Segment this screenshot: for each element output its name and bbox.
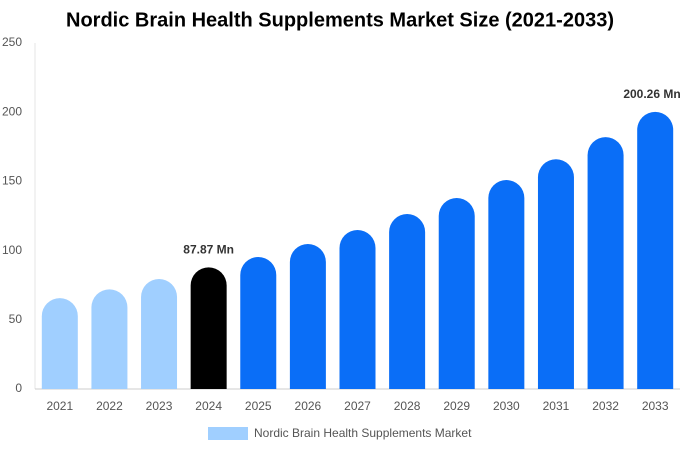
x-tick-label: 2030 <box>493 399 520 413</box>
bar <box>339 229 376 389</box>
x-tick-label: 2032 <box>592 399 619 413</box>
value-label: 200.26 Mn <box>623 87 680 101</box>
y-tick-label: 0 <box>15 381 22 395</box>
bar <box>190 267 227 389</box>
bar <box>240 256 277 389</box>
x-tick-label: 2025 <box>245 399 272 413</box>
chart-title: Nordic Brain Health Supplements Market S… <box>66 9 614 31</box>
x-tick-label: 2033 <box>642 399 669 413</box>
y-tick-label: 200 <box>2 104 22 118</box>
legend-label: Nordic Brain Health Supplements Market <box>254 426 472 440</box>
bar <box>289 243 326 389</box>
x-tick-label: 2021 <box>46 399 73 413</box>
x-tick-label: 2022 <box>96 399 123 413</box>
bar <box>91 289 128 389</box>
x-tick-label: 2026 <box>295 399 322 413</box>
y-tick-label: 50 <box>9 312 23 326</box>
y-tick-label: 150 <box>2 174 22 188</box>
legend-swatch <box>208 427 248 440</box>
bar <box>537 159 574 389</box>
y-tick-label: 250 <box>2 35 22 49</box>
x-tick-label: 2023 <box>146 399 173 413</box>
bar <box>637 111 674 390</box>
x-tick-label: 2024 <box>195 399 222 413</box>
bar <box>488 180 525 389</box>
x-tick-label: 2027 <box>344 399 371 413</box>
bar <box>41 298 78 389</box>
bar <box>141 278 178 389</box>
x-tick-label: 2028 <box>394 399 421 413</box>
x-tick-label: 2031 <box>543 399 570 413</box>
value-label: 87.87 Mn <box>183 243 234 257</box>
bar <box>389 214 426 389</box>
bar <box>587 137 624 389</box>
bar <box>438 198 475 389</box>
y-tick-label: 100 <box>2 243 22 257</box>
x-tick-label: 2029 <box>443 399 470 413</box>
